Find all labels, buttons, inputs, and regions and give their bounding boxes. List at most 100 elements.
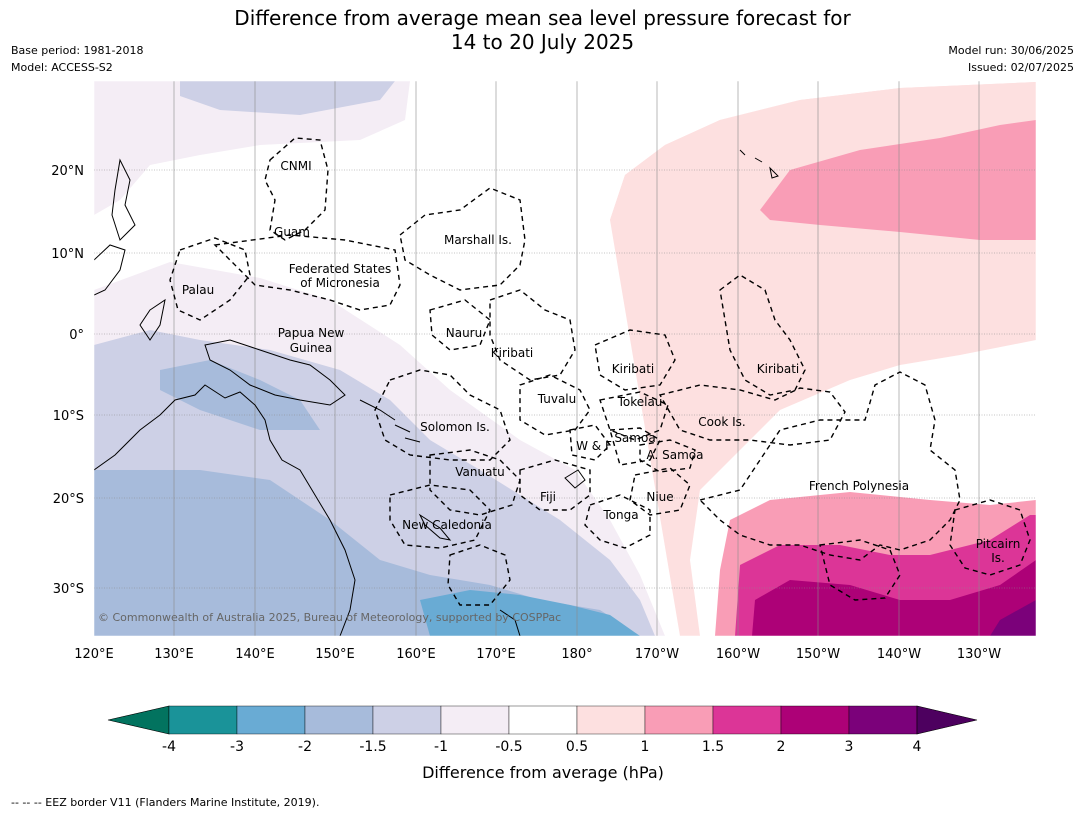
header-right: Model run: 30/06/2025 Issued: 02/07/2025 bbox=[948, 42, 1074, 76]
region-label: Papua New bbox=[278, 326, 345, 340]
lon-tick: 130°E bbox=[154, 647, 194, 662]
issued-date: Issued: 02/07/2025 bbox=[967, 61, 1074, 74]
colorbar-ticks: -4 -3 -2 -1.5 -1 -0.5 0.5 1 1.5 2 3 4 bbox=[162, 739, 922, 755]
region-labels: CNMI Guam Marshall Is. Federated States … bbox=[182, 159, 1020, 565]
region-label: Marshall Is. bbox=[444, 233, 512, 247]
region-label: A. Samoa bbox=[647, 448, 704, 462]
region-label: Cook Is. bbox=[698, 415, 745, 429]
region-label: Is. bbox=[991, 551, 1005, 565]
contour-neg-15 bbox=[160, 360, 320, 430]
region-label: Niue bbox=[646, 490, 673, 504]
colorbar-swatch bbox=[508, 705, 578, 735]
colorbar-label: Difference from average (hPa) bbox=[422, 763, 664, 782]
coastlines bbox=[94, 149, 779, 636]
colorbar-tick-label: -3 bbox=[230, 739, 244, 755]
map-canvas: © Commonwealth of Australia 2025, Bureau… bbox=[94, 81, 1036, 636]
header-left: Base period: 1981-2018 Model: ACCESS-S2 bbox=[11, 42, 143, 76]
base-period: Base period: 1981-2018 bbox=[11, 44, 144, 57]
colorbar-under-arrow bbox=[107, 705, 170, 735]
lon-tick: 170°E bbox=[476, 647, 516, 662]
region-label: Kiribati bbox=[757, 362, 799, 376]
region-label: Kiribati bbox=[491, 346, 533, 360]
colorbar-tick-label: 1 bbox=[641, 739, 650, 755]
title-line-2: 14 to 20 July 2025 bbox=[450, 30, 635, 54]
chart-title: Difference from average mean sea level p… bbox=[0, 6, 1085, 54]
colorbar-tick-label: -1.5 bbox=[359, 739, 386, 755]
model-name: Model: ACCESS-S2 bbox=[11, 61, 113, 74]
colorbar-swatch bbox=[236, 705, 306, 735]
contour-pos-3 bbox=[990, 600, 1036, 636]
colorbar-swatch bbox=[372, 705, 442, 735]
colorbar-swatch bbox=[780, 705, 850, 735]
region-label: CNMI bbox=[280, 159, 311, 173]
region-label: Tonga bbox=[602, 508, 638, 522]
lon-tick-labels: 120°E 130°E 140°E 150°E 160°E 170°E 180°… bbox=[74, 647, 1001, 662]
lat-tick: 10°S bbox=[53, 409, 84, 424]
colorbar bbox=[107, 705, 978, 735]
lon-tick: 160°E bbox=[396, 647, 436, 662]
colorbar-tick-label: 2 bbox=[777, 739, 786, 755]
region-label: French Polynesia bbox=[809, 479, 909, 493]
footnote: -- -- -- EEZ border V11 (Flanders Marine… bbox=[11, 796, 320, 809]
gridlines-lat bbox=[94, 169, 1036, 589]
region-label: of Micronesia bbox=[300, 276, 380, 290]
colorbar-tick-label: 0.5 bbox=[566, 739, 588, 755]
lon-tick: 120°E bbox=[74, 647, 114, 662]
region-label: Federated States bbox=[289, 262, 391, 276]
lat-tick: 30°S bbox=[53, 582, 84, 597]
model-run: Model run: 30/06/2025 bbox=[948, 44, 1074, 57]
region-label: Pitcairn bbox=[976, 537, 1021, 551]
contour-neg-2 bbox=[420, 590, 640, 636]
region-label: Nauru bbox=[446, 326, 482, 340]
gridlines bbox=[173, 81, 980, 636]
colorbar-swatch bbox=[440, 705, 510, 735]
region-label: Guinea bbox=[290, 341, 333, 355]
colorbar-tick-label: 1.5 bbox=[702, 739, 724, 755]
lat-tick-labels: 20°N 10°N 0° 10°S 20°S 30°S bbox=[51, 164, 84, 597]
eez-borders bbox=[169, 137, 1031, 606]
colorbar-tick-label: 4 bbox=[913, 739, 922, 755]
region-label: Fiji bbox=[540, 490, 556, 504]
colorbar-tick-label: 3 bbox=[845, 739, 854, 755]
region-label: Kiribati bbox=[612, 362, 654, 376]
lon-tick: 180° bbox=[561, 647, 592, 662]
lon-tick: 130°W bbox=[957, 647, 1001, 662]
region-label: Vanuatu bbox=[455, 465, 505, 479]
lon-tick: 150°W bbox=[796, 647, 840, 662]
region-label: Solomon Is. bbox=[420, 420, 490, 434]
region-label: Samoa bbox=[614, 431, 655, 445]
region-label: Tuvalu bbox=[537, 392, 577, 406]
contour-neg-05 bbox=[94, 81, 410, 215]
new-guinea-coast bbox=[204, 339, 346, 406]
colorbar-swatch bbox=[576, 705, 646, 735]
hawaii-coast bbox=[739, 149, 779, 179]
new-caledonia-coast bbox=[418, 513, 452, 541]
contour-pos-1 bbox=[760, 120, 1036, 240]
lon-tick: 140°E bbox=[235, 647, 275, 662]
region-label: New Caledonia bbox=[402, 518, 492, 532]
philippines-coast bbox=[111, 158, 136, 241]
colorbar-tick-label: -4 bbox=[162, 739, 176, 755]
lon-tick: 140°W bbox=[877, 647, 921, 662]
region-label: Palau bbox=[182, 283, 214, 297]
copyright-text: © Commonwealth of Australia 2025, Bureau… bbox=[98, 611, 561, 624]
lon-tick: 150°E bbox=[315, 647, 355, 662]
contour-pos-2 bbox=[752, 560, 1036, 636]
colorbar-swatch bbox=[304, 705, 374, 735]
title-line-1: Difference from average mean sea level p… bbox=[234, 6, 851, 30]
lon-tick: 170°W bbox=[635, 647, 679, 662]
new-zealand-coast bbox=[499, 609, 521, 636]
contour-neg-1 bbox=[180, 81, 395, 115]
colorbar-swatch bbox=[848, 705, 918, 735]
lon-tick: 160°W bbox=[716, 647, 760, 662]
colorbar-swatch bbox=[712, 705, 782, 735]
map-frame bbox=[93, 80, 1037, 637]
colorbar-tick-label: -0.5 bbox=[495, 739, 522, 755]
lat-tick: 0° bbox=[69, 328, 84, 343]
solomon-coast bbox=[359, 399, 421, 443]
fiji-coast bbox=[564, 469, 586, 489]
colorbar-swatch bbox=[644, 705, 714, 735]
colorbar-over-arrow bbox=[916, 705, 978, 735]
lat-tick: 20°N bbox=[51, 164, 84, 179]
